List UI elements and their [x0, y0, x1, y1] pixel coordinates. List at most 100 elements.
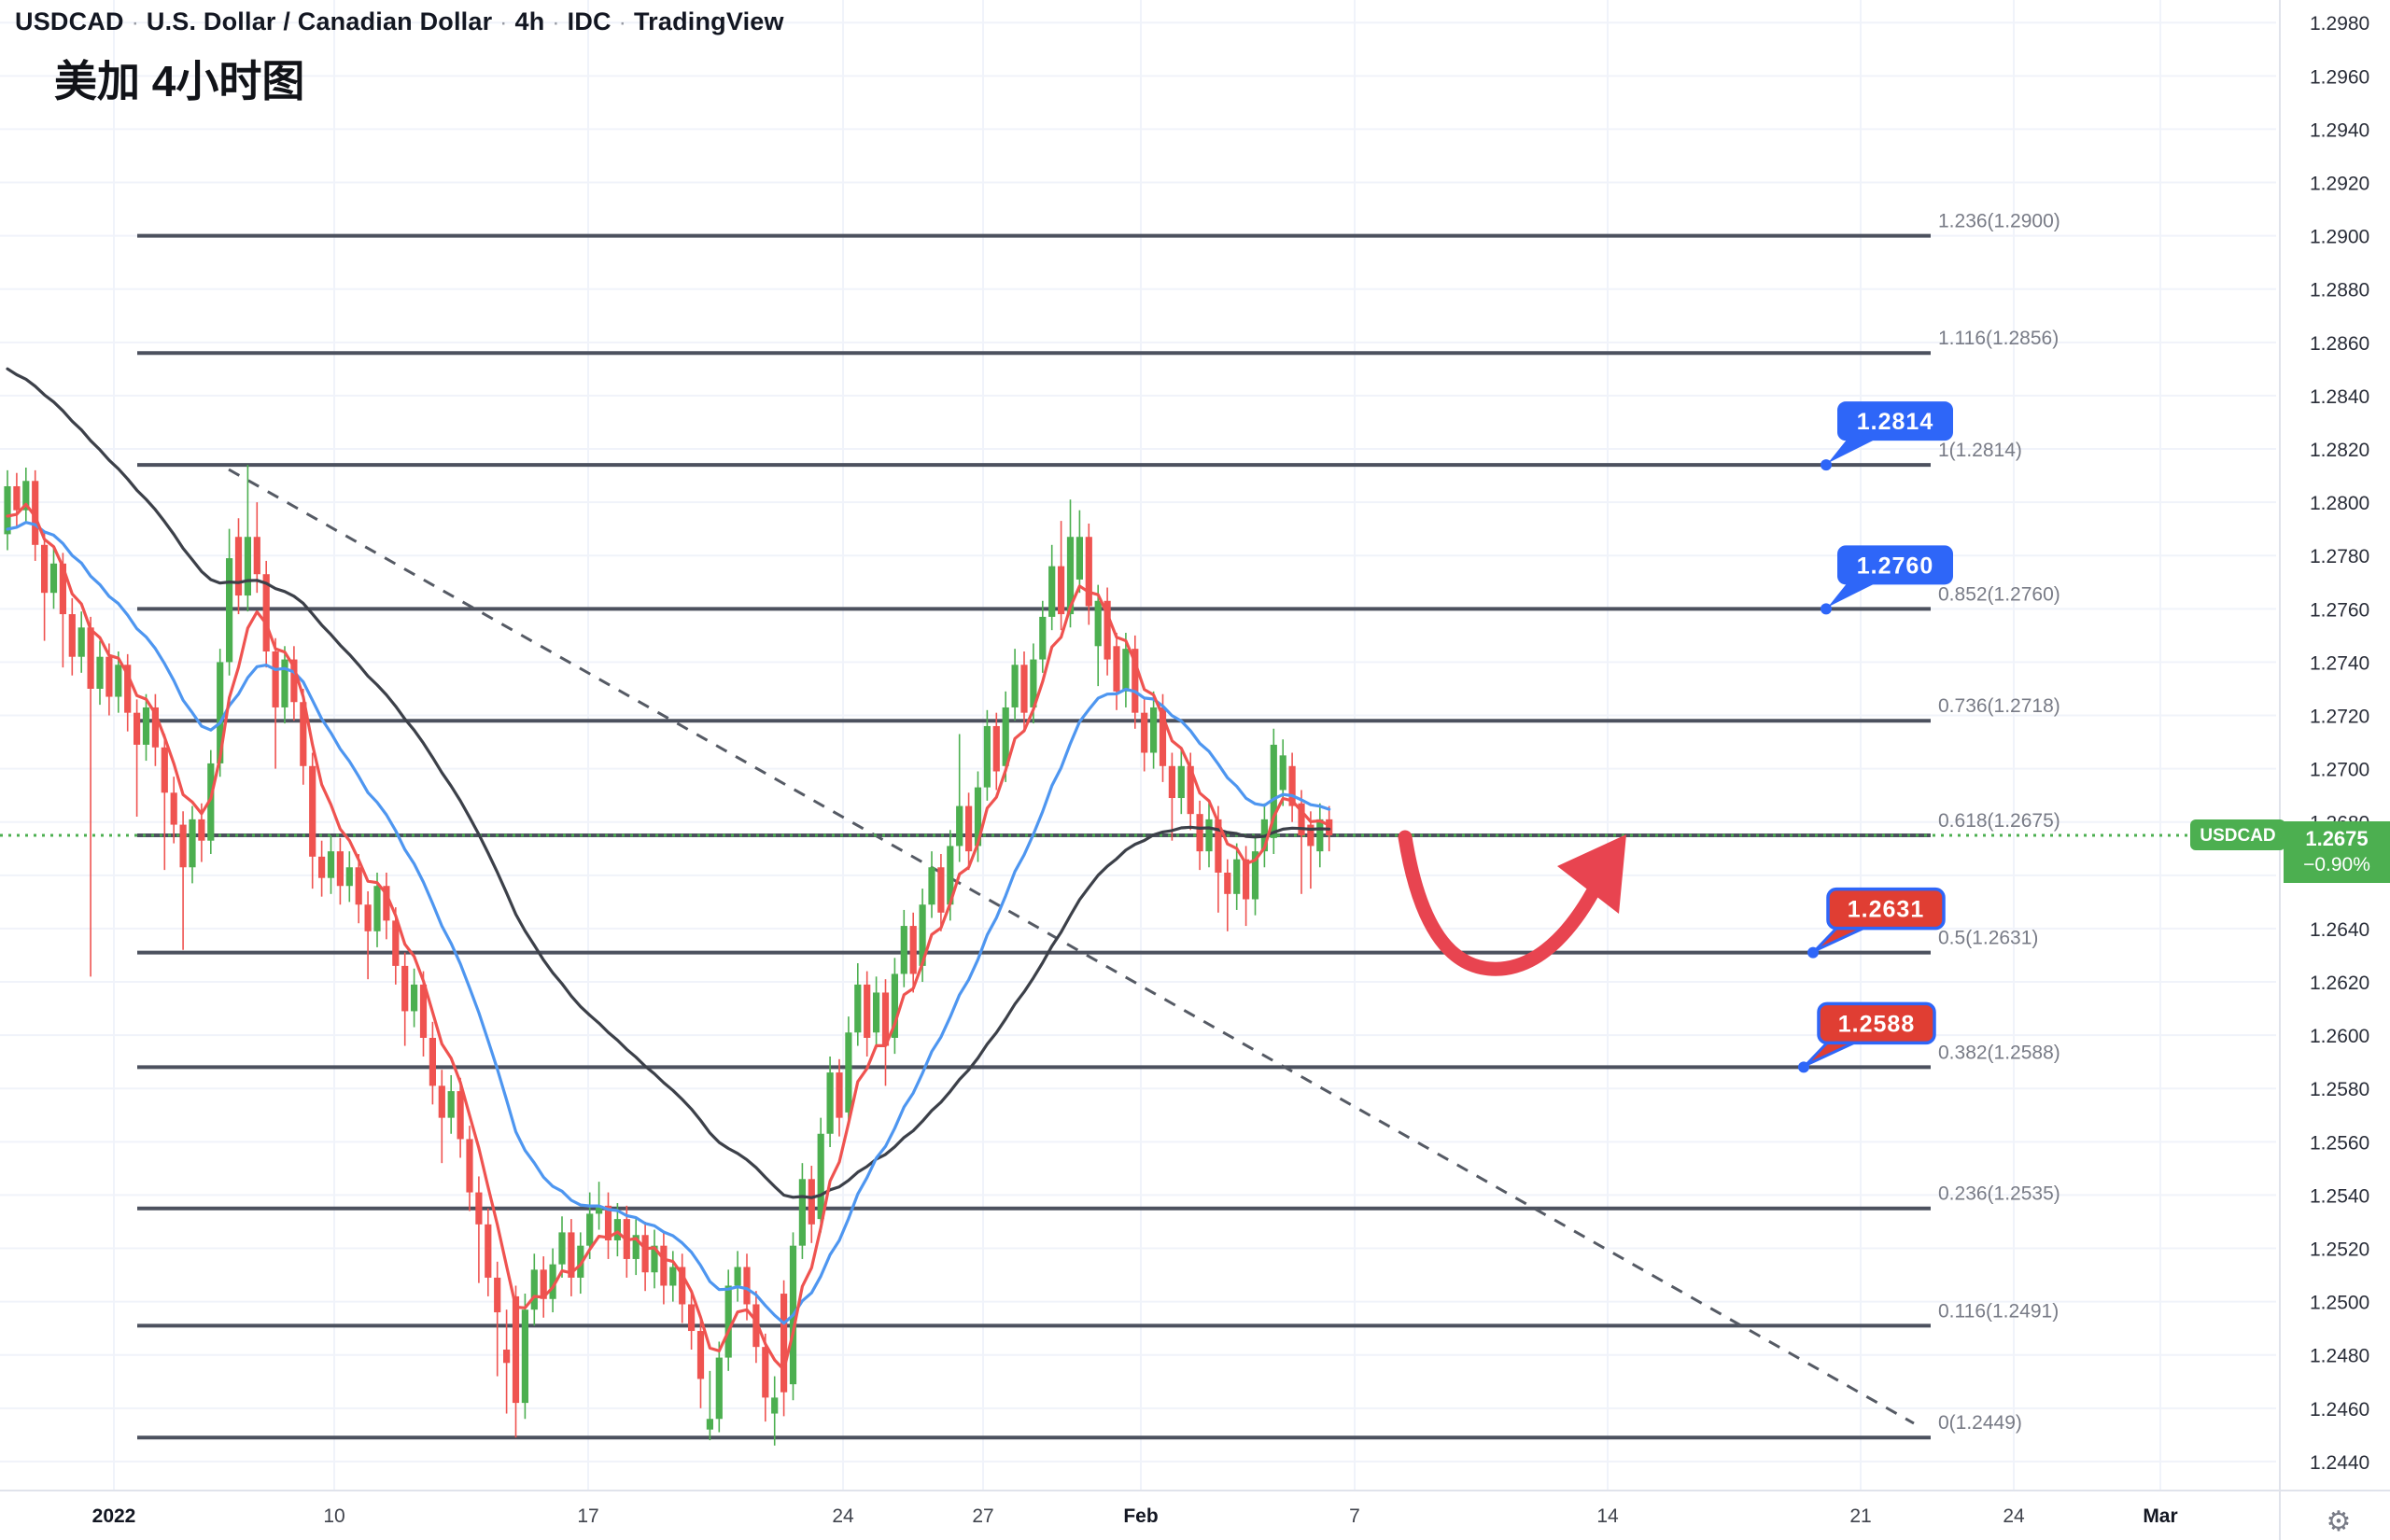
price-axis-label: 1.2800 [2310, 493, 2369, 514]
candle-body [503, 1350, 511, 1364]
price-callout-text: 1.2760 [1857, 553, 1933, 579]
candle-body [881, 992, 890, 1046]
candle-body [1150, 707, 1158, 753]
candle-body [752, 1304, 760, 1348]
fib-level-label: 0.382(1.2588) [1938, 1042, 2060, 1063]
time-axis-label: 7 [1349, 1505, 1360, 1527]
candle-body [1002, 707, 1009, 766]
candle-body [272, 651, 279, 707]
callout-tail [1828, 440, 1875, 464]
candle-body [817, 1133, 824, 1220]
price-axis-label: 1.2940 [2310, 119, 2369, 141]
candle-body [327, 851, 335, 878]
price-axis[interactable]: 1.2980 1.2960 1.2940 1.2920 1.2900 1.2880 1.28… [2310, 13, 2369, 1474]
price-axis-label: 1.2740 [2310, 652, 2369, 674]
candle-body [1288, 765, 1296, 806]
candle-body [521, 1309, 528, 1404]
candle-body [1122, 649, 1130, 692]
price-callout-text: 1.2588 [1838, 1011, 1915, 1037]
candle-body [373, 886, 381, 931]
candle-body [364, 904, 372, 931]
price-axis-label: 1.2980 [2310, 13, 2369, 35]
candle-body [1113, 646, 1120, 692]
price-callout-bubble[interactable] [1837, 401, 1953, 441]
candle-body [771, 1397, 779, 1414]
candle-body [281, 659, 288, 707]
candle-body [900, 926, 907, 974]
price-axis-label: 1.2640 [2310, 919, 2369, 941]
arrow-annotation[interactable] [1398, 830, 1626, 976]
candlestick-series [4, 465, 1333, 1446]
candle-body [475, 1192, 483, 1225]
candle-body [170, 792, 177, 825]
current-price-label: USDCAD 1.2675 −0.90% [2190, 819, 2390, 883]
current-symbol-tag [2190, 819, 2285, 850]
trend-line[interactable] [228, 468, 1915, 1425]
price-callout-text: 1.2631 [1848, 897, 1924, 923]
candle-body [1224, 872, 1231, 894]
time-axis[interactable]: 2022 10 17 24 27 Feb 7 14 21 24 Mar [92, 1505, 2178, 1527]
candle-body [124, 665, 132, 713]
callout-anchor-dot[interactable] [1821, 459, 1832, 471]
price-axis-label: 1.2460 [2310, 1399, 2369, 1421]
candle-body [1177, 765, 1185, 799]
symbol-name[interactable]: USDCAD [15, 7, 124, 35]
current-price-change: −0.90% [2303, 854, 2370, 875]
fib-level-label: 0(1.2449) [1938, 1412, 2022, 1434]
price-callouts[interactable]: 1.2814 1.2760 1.2631 1.2588 [1798, 401, 1953, 1073]
candle-body [1298, 803, 1305, 835]
separator-dot: · [552, 10, 560, 35]
candle-body [724, 1285, 732, 1358]
candle-body [706, 1419, 713, 1430]
price-callout-bubble[interactable] [1817, 1001, 1936, 1045]
candle-body [540, 1269, 547, 1299]
candle-body [826, 1072, 834, 1134]
current-symbol-tag-text: USDCAD [2200, 826, 2275, 846]
candle-body [290, 659, 298, 703]
candle-body [743, 1267, 751, 1305]
candle-body [1251, 851, 1259, 900]
chart-annotation-title: 美加 4小时图 [54, 57, 305, 105]
candle-body [1233, 859, 1241, 894]
time-axis-label: Mar [2143, 1505, 2177, 1527]
candle-body [808, 1179, 815, 1225]
separator-dot: · [499, 10, 508, 35]
candle-body [32, 481, 39, 545]
callout-anchor-dot[interactable] [1807, 946, 1819, 959]
candle-body [549, 1264, 556, 1299]
candle-body [1243, 859, 1250, 900]
price-callout-bubble[interactable] [1837, 545, 1953, 585]
candle-body [641, 1235, 649, 1273]
candle-body [189, 819, 196, 868]
candle-body [1066, 537, 1075, 615]
candle-body [596, 1205, 603, 1214]
price-axis-label: 1.2960 [2310, 66, 2369, 88]
candle-body [142, 707, 150, 745]
time-axis-label: 2022 [92, 1505, 136, 1527]
symbol-description[interactable]: U.S. Dollar / Canadian Dollar [146, 7, 493, 35]
candle-body [956, 805, 963, 847]
price-callout-bubble[interactable] [1826, 887, 1946, 931]
price-axis-label: 1.2440 [2310, 1452, 2369, 1474]
candle-body [696, 1331, 705, 1379]
gear-icon[interactable]: ⚙ [2327, 1506, 2352, 1537]
price-axis-label: 1.2840 [2310, 386, 2369, 408]
candle-body [355, 867, 362, 905]
candle-body [854, 984, 862, 1033]
candle-body [401, 965, 409, 1012]
interval-label[interactable]: 4h [514, 7, 545, 35]
candle-body [919, 904, 926, 966]
callout-anchor-dot[interactable] [1798, 1061, 1809, 1073]
candle-body [974, 787, 982, 847]
candle-body [1187, 765, 1194, 815]
callout-anchor-dot[interactable] [1821, 603, 1832, 615]
candle-body [679, 1267, 686, 1305]
candle-body [1196, 814, 1203, 852]
candle-body [1279, 755, 1286, 791]
fib-retracement[interactable]: 1.236(1.2900) 1.116(1.2856) 1(1.2814) 0.852… [137, 211, 2060, 1440]
time-axis-label: 27 [972, 1505, 993, 1527]
candle-body [734, 1267, 741, 1286]
price-axis-label: 1.2600 [2310, 1026, 2369, 1047]
